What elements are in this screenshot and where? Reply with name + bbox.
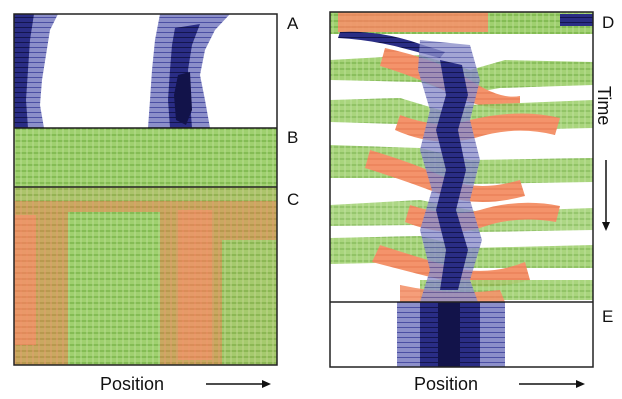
label-e: E <box>602 307 613 326</box>
time-axis-arrow-icon <box>602 160 610 231</box>
region-a-background <box>14 14 277 128</box>
region-d-salmon-top <box>338 12 488 32</box>
label-c: C <box>287 190 299 209</box>
region-b <box>14 128 277 187</box>
left-panel <box>14 14 277 365</box>
region-d-navy-corner <box>560 14 593 26</box>
region-a-right-core-dark <box>174 72 192 125</box>
region-c-green-top <box>14 187 277 201</box>
right-panel <box>330 12 593 367</box>
region-c-green-center <box>68 212 160 365</box>
left-panel-frame <box>13 13 278 366</box>
region-e-core <box>438 302 460 367</box>
label-b: B <box>287 128 298 147</box>
right-x-axis-label: Position <box>414 374 478 394</box>
time-axis-label: Time <box>594 86 614 125</box>
region-c-salmon-left <box>14 215 36 345</box>
navy-core <box>418 40 482 302</box>
region-d-navy-streak <box>338 31 445 58</box>
label-a: A <box>287 14 299 33</box>
region-c-green-right <box>222 240 277 365</box>
left-x-axis-label: Position <box>100 374 164 394</box>
left-x-axis-arrow-icon <box>206 380 271 388</box>
label-d: D <box>602 13 614 32</box>
right-panel-frame <box>329 11 594 368</box>
region-c-salmon-right <box>178 210 212 360</box>
right-x-axis-arrow-icon <box>519 380 585 388</box>
region-a-left-core <box>14 14 34 128</box>
